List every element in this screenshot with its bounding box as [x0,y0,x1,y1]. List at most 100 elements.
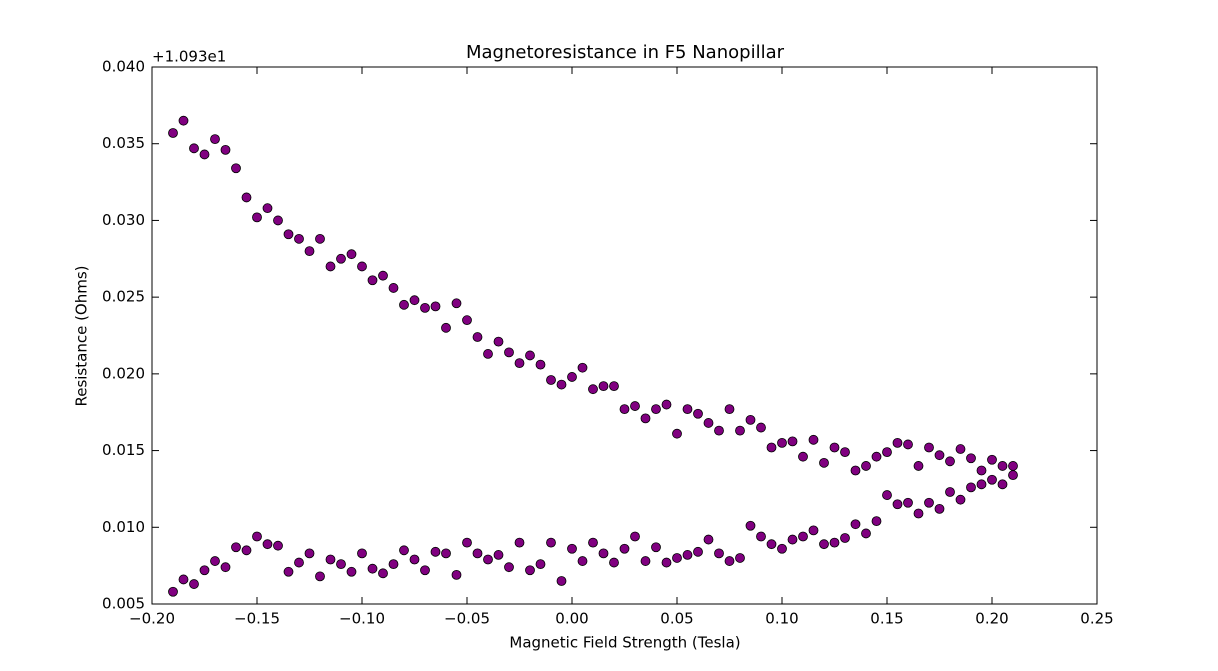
point [462,315,472,326]
point [966,453,976,464]
plot-frame [151,66,1098,605]
point [966,482,976,493]
point [703,534,714,545]
point [850,519,861,530]
point [682,404,693,415]
point [231,542,241,553]
point [829,442,840,453]
point [924,497,934,508]
point [829,537,840,548]
point [945,456,955,467]
point [283,566,294,577]
point [546,537,556,548]
point [903,497,913,508]
point [304,246,315,257]
point [430,546,441,557]
point [346,566,357,577]
point [472,332,483,342]
point [598,548,609,559]
point [640,413,651,424]
point [283,229,294,240]
point [577,556,588,566]
point [882,490,892,500]
point [850,465,861,476]
point [514,537,525,548]
point [693,408,703,419]
point [189,579,199,589]
point [987,454,997,465]
point [588,537,598,548]
point [525,565,535,576]
point [556,576,567,586]
point [567,372,577,382]
point [514,358,525,369]
x-tick-label: 0.15 [870,610,903,628]
point [714,548,724,559]
point [210,134,220,145]
point [567,543,577,554]
point [724,556,735,566]
point [241,192,252,203]
point [808,434,819,445]
x-tick-label: 0.25 [1080,610,1113,628]
point [168,128,178,138]
x-tick-label: −0.20 [129,610,175,628]
point [367,563,378,574]
point [661,557,672,568]
point [315,233,325,244]
x-tick-label: −0.05 [444,610,490,628]
point [262,203,273,214]
point [388,559,399,570]
y-tick-label: 0.015 [102,441,145,459]
point [252,212,262,223]
point [262,539,273,550]
point [808,525,819,536]
point [535,359,546,370]
point [609,557,619,568]
y-axis-label: Resistance (Ohms) [73,265,91,406]
point [1008,470,1018,481]
y-tick-label: 0.005 [102,595,145,613]
point [357,548,367,559]
x-tick-label: 0.00 [555,610,588,628]
y-tick-label: 0.040 [102,58,145,76]
point [987,474,997,485]
x-tick-label: −0.10 [339,610,385,628]
point [388,283,399,293]
point [819,539,829,550]
point [420,302,430,313]
point [892,437,903,448]
point [661,399,672,410]
point [525,350,535,361]
point [399,299,409,310]
point [787,534,798,545]
point [976,465,987,476]
point [325,261,336,272]
point [493,550,504,560]
point [346,249,357,260]
point [336,559,346,570]
point [535,559,546,570]
point [546,375,556,385]
point [483,349,493,359]
point [871,516,882,527]
point [630,401,640,411]
point [220,144,231,155]
point [577,362,588,373]
point [493,336,504,347]
point [651,542,661,553]
point [735,553,745,563]
point [178,115,189,126]
point [913,508,924,519]
point [997,479,1008,490]
point [472,548,483,559]
point [409,295,420,306]
point [798,451,808,462]
y-tick-label: 0.030 [102,211,145,229]
point [189,143,199,154]
point [693,546,703,557]
point [840,447,850,458]
point [934,450,945,461]
point [325,554,336,565]
